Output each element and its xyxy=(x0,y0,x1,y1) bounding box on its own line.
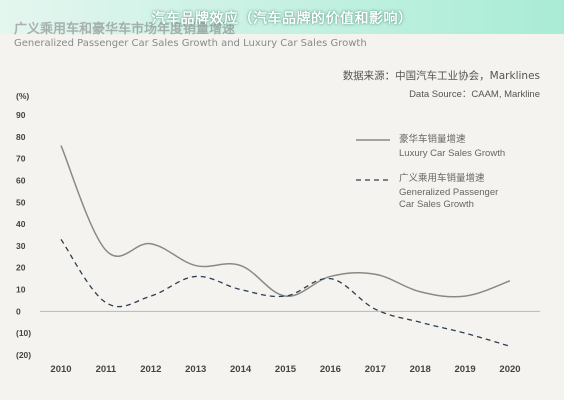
source-cn: 数据来源：中国汽车工业协会，Marklines xyxy=(342,70,540,82)
x-tick-label: 2018 xyxy=(410,364,431,375)
chart-subtitle: Generalized Passenger Car Sales Growth a… xyxy=(14,38,367,49)
legend-label-luxury-en: Luxury Car Sales Growth xyxy=(399,148,505,159)
series-line-luxury xyxy=(60,145,511,298)
series-line-passenger xyxy=(60,238,511,347)
x-tick-label: 2013 xyxy=(185,364,206,375)
overlay-title: 汽车品牌效应（汽车品牌的价值和影响） xyxy=(151,11,413,27)
legend-label-passenger-en-2: Car Sales Growth xyxy=(399,199,474,210)
x-tick-label: 2015 xyxy=(275,364,297,375)
x-tick-label: 2017 xyxy=(365,364,386,375)
y-axis-label: (%) xyxy=(16,91,29,101)
source-en: Data Source：CAAM, Markline xyxy=(409,89,540,100)
y-tick-label: 90 xyxy=(16,110,26,120)
x-tick-label: 2014 xyxy=(230,364,252,375)
x-tick-label: 2010 xyxy=(50,364,71,375)
y-tick-label: 30 xyxy=(16,241,26,251)
legend-label-luxury: 豪华车销量增速 xyxy=(399,133,466,145)
x-tick-label: 2012 xyxy=(140,364,161,375)
y-tick-label: 0 xyxy=(16,306,21,316)
y-tick-label: (20) xyxy=(16,350,31,360)
y-tick-label: 60 xyxy=(16,175,26,185)
x-tick-label: 2016 xyxy=(320,364,341,375)
y-tick-label: 10 xyxy=(16,285,26,295)
y-tick-label: 20 xyxy=(16,263,26,273)
y-tick-label: 50 xyxy=(16,197,26,207)
y-tick-label: 40 xyxy=(16,219,26,229)
x-tick-label: 2019 xyxy=(455,364,476,375)
y-tick-label: 80 xyxy=(16,132,26,142)
chart-title: 广义乘用车和豪华车市场年度销量增速 xyxy=(14,22,236,37)
legend-label-passenger-en-1: Generalized Passenger xyxy=(399,187,498,198)
legend-label-passenger: 广义乘用车销量增速 xyxy=(399,172,485,184)
y-tick-label: (10) xyxy=(16,328,31,338)
x-tick-label: 2020 xyxy=(499,364,520,375)
header-band xyxy=(0,0,564,34)
x-tick-label: 2011 xyxy=(96,364,117,375)
y-tick-label: 70 xyxy=(16,154,26,164)
